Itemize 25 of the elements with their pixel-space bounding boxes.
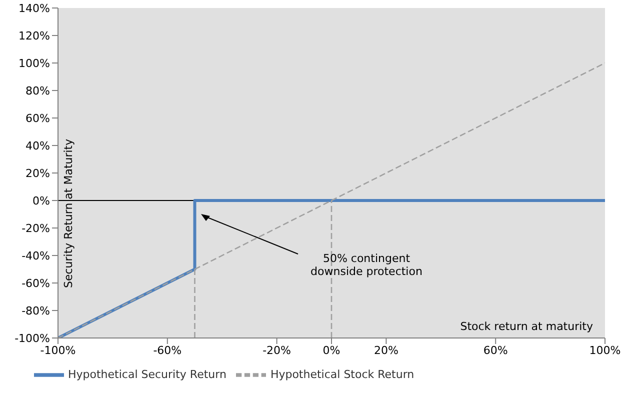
x-tick-label: 100% bbox=[589, 344, 621, 357]
x-tick-label: 0% bbox=[322, 344, 340, 357]
y-tick-label: 0% bbox=[32, 194, 50, 208]
y-tick-label: -80% bbox=[22, 304, 50, 318]
legend-label: Hypothetical Stock Return bbox=[270, 368, 414, 382]
x-tick-label: -20% bbox=[262, 344, 292, 357]
annotation: 50% contingent downside protection bbox=[310, 252, 424, 278]
y-tick-label: -20% bbox=[22, 222, 50, 235]
x-tick-label: -60% bbox=[153, 344, 182, 357]
y-tick-label: 40% bbox=[26, 139, 50, 152]
x-tick-label: -100% bbox=[40, 344, 76, 357]
y-tick-label: 20% bbox=[26, 166, 50, 180]
legend-label: Hypothetical Security Return bbox=[68, 368, 226, 382]
y-tick-label: -100% bbox=[14, 332, 50, 345]
y-tick-label: 60% bbox=[26, 112, 50, 125]
y-tick-label: -40% bbox=[22, 249, 50, 262]
x-tick-label: 20% bbox=[374, 344, 398, 357]
x-tick-label: 60% bbox=[483, 344, 508, 357]
y-axis-title: Security Return at Maturity bbox=[62, 138, 75, 288]
y-tick-label: 120% bbox=[18, 29, 50, 42]
y-tick-label: -60% bbox=[22, 276, 50, 290]
x-axis-title: Stock return at maturity bbox=[460, 320, 593, 333]
y-tick-label: 100% bbox=[18, 56, 50, 70]
y-tick-label: 80% bbox=[26, 84, 50, 98]
y-tick-label: 140% bbox=[18, 2, 50, 15]
